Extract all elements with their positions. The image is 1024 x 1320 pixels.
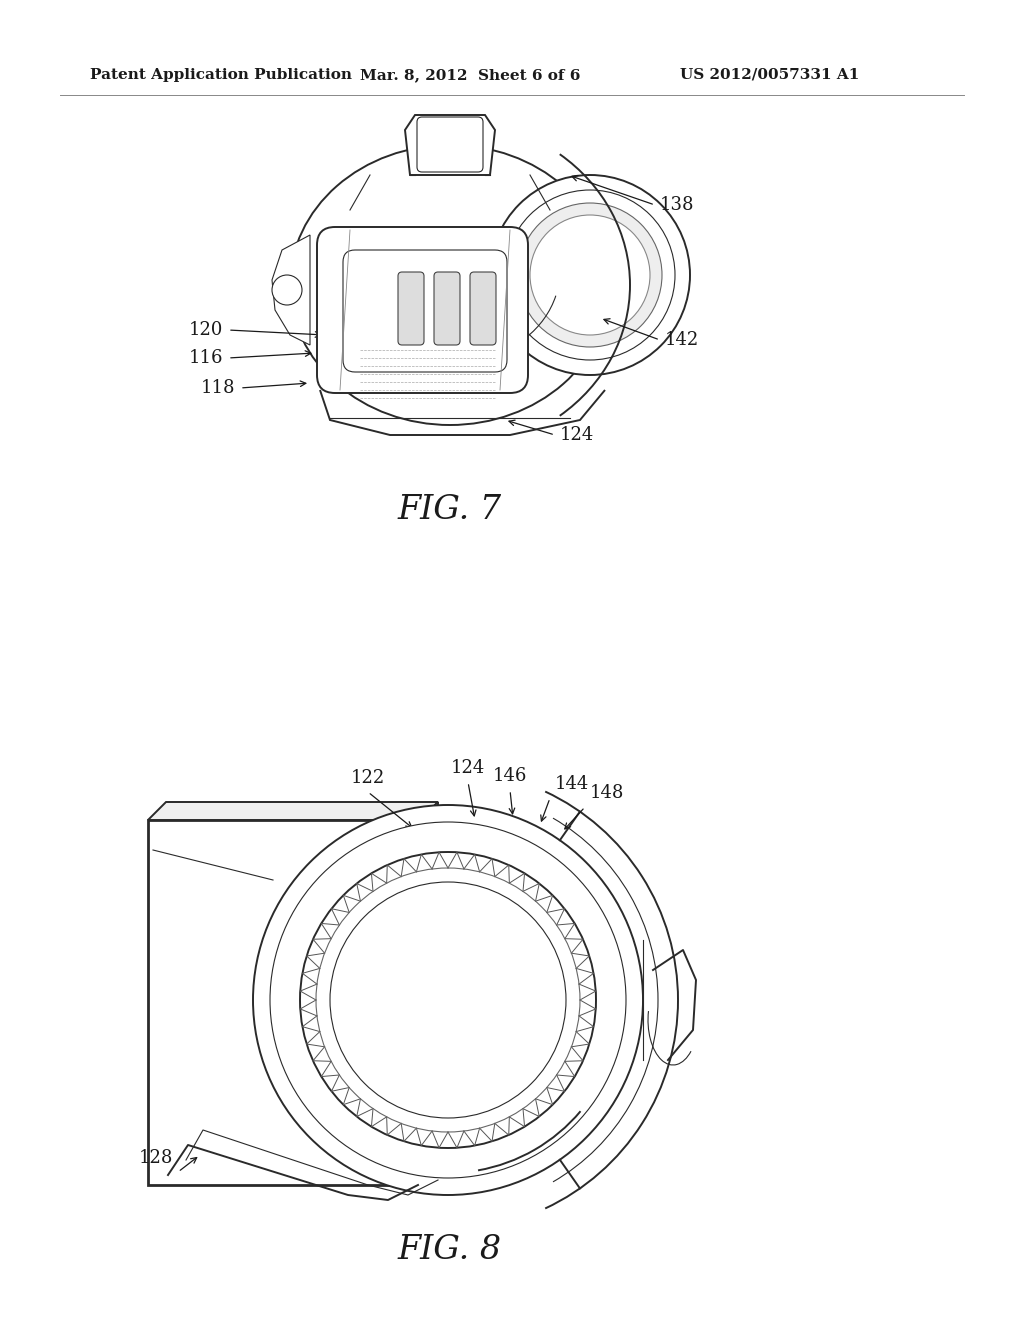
Text: Mar. 8, 2012  Sheet 6 of 6: Mar. 8, 2012 Sheet 6 of 6	[360, 69, 581, 82]
Text: US 2012/0057331 A1: US 2012/0057331 A1	[680, 69, 859, 82]
Circle shape	[490, 176, 690, 375]
FancyBboxPatch shape	[317, 227, 528, 393]
FancyBboxPatch shape	[343, 249, 507, 372]
Polygon shape	[272, 235, 310, 345]
Circle shape	[272, 275, 302, 305]
Text: FIG. 8: FIG. 8	[398, 1234, 502, 1266]
Bar	[148, 820, 420, 1185]
Circle shape	[253, 805, 643, 1195]
Text: 116: 116	[188, 348, 223, 367]
Text: FIG. 7: FIG. 7	[398, 494, 502, 525]
Polygon shape	[420, 803, 438, 1185]
Polygon shape	[148, 803, 438, 820]
Text: 138: 138	[660, 195, 694, 214]
Text: 118: 118	[201, 379, 234, 397]
Text: 124: 124	[560, 426, 594, 444]
FancyBboxPatch shape	[417, 117, 483, 172]
Text: 124: 124	[451, 759, 485, 777]
Text: 142: 142	[665, 331, 699, 348]
Text: 120: 120	[188, 321, 223, 339]
FancyBboxPatch shape	[398, 272, 424, 345]
Text: 144: 144	[555, 775, 589, 793]
Text: 148: 148	[590, 784, 625, 803]
Circle shape	[330, 882, 566, 1118]
Circle shape	[300, 851, 596, 1148]
Circle shape	[270, 822, 626, 1177]
FancyBboxPatch shape	[434, 272, 460, 345]
Circle shape	[505, 190, 675, 360]
Text: Patent Application Publication: Patent Application Publication	[90, 69, 352, 82]
Text: 146: 146	[493, 767, 527, 785]
Text: 122: 122	[351, 770, 385, 787]
Circle shape	[518, 203, 662, 347]
Text: 128: 128	[138, 1148, 173, 1167]
FancyBboxPatch shape	[470, 272, 496, 345]
Circle shape	[530, 215, 650, 335]
Polygon shape	[406, 115, 495, 176]
Ellipse shape	[290, 145, 610, 425]
